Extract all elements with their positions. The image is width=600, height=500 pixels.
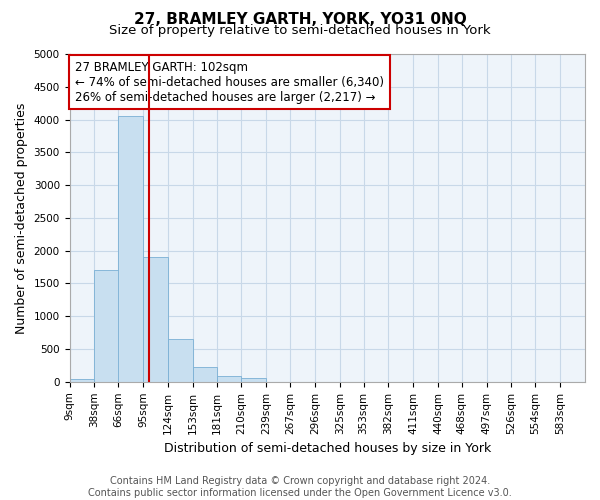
- Bar: [94, 270, 119, 382]
- Bar: [118, 116, 143, 382]
- Text: Size of property relative to semi-detached houses in York: Size of property relative to semi-detach…: [109, 24, 491, 37]
- Bar: [70, 378, 94, 382]
- Bar: [143, 257, 168, 382]
- Bar: [217, 376, 241, 382]
- Bar: [168, 339, 193, 382]
- Y-axis label: Number of semi-detached properties: Number of semi-detached properties: [15, 102, 28, 334]
- Bar: [193, 366, 217, 382]
- X-axis label: Distribution of semi-detached houses by size in York: Distribution of semi-detached houses by …: [164, 442, 491, 455]
- Text: 27, BRAMLEY GARTH, YORK, YO31 0NQ: 27, BRAMLEY GARTH, YORK, YO31 0NQ: [134, 12, 466, 28]
- Text: 27 BRAMLEY GARTH: 102sqm
← 74% of semi-detached houses are smaller (6,340)
26% o: 27 BRAMLEY GARTH: 102sqm ← 74% of semi-d…: [74, 60, 383, 104]
- Text: Contains HM Land Registry data © Crown copyright and database right 2024.
Contai: Contains HM Land Registry data © Crown c…: [88, 476, 512, 498]
- Bar: [241, 378, 266, 382]
